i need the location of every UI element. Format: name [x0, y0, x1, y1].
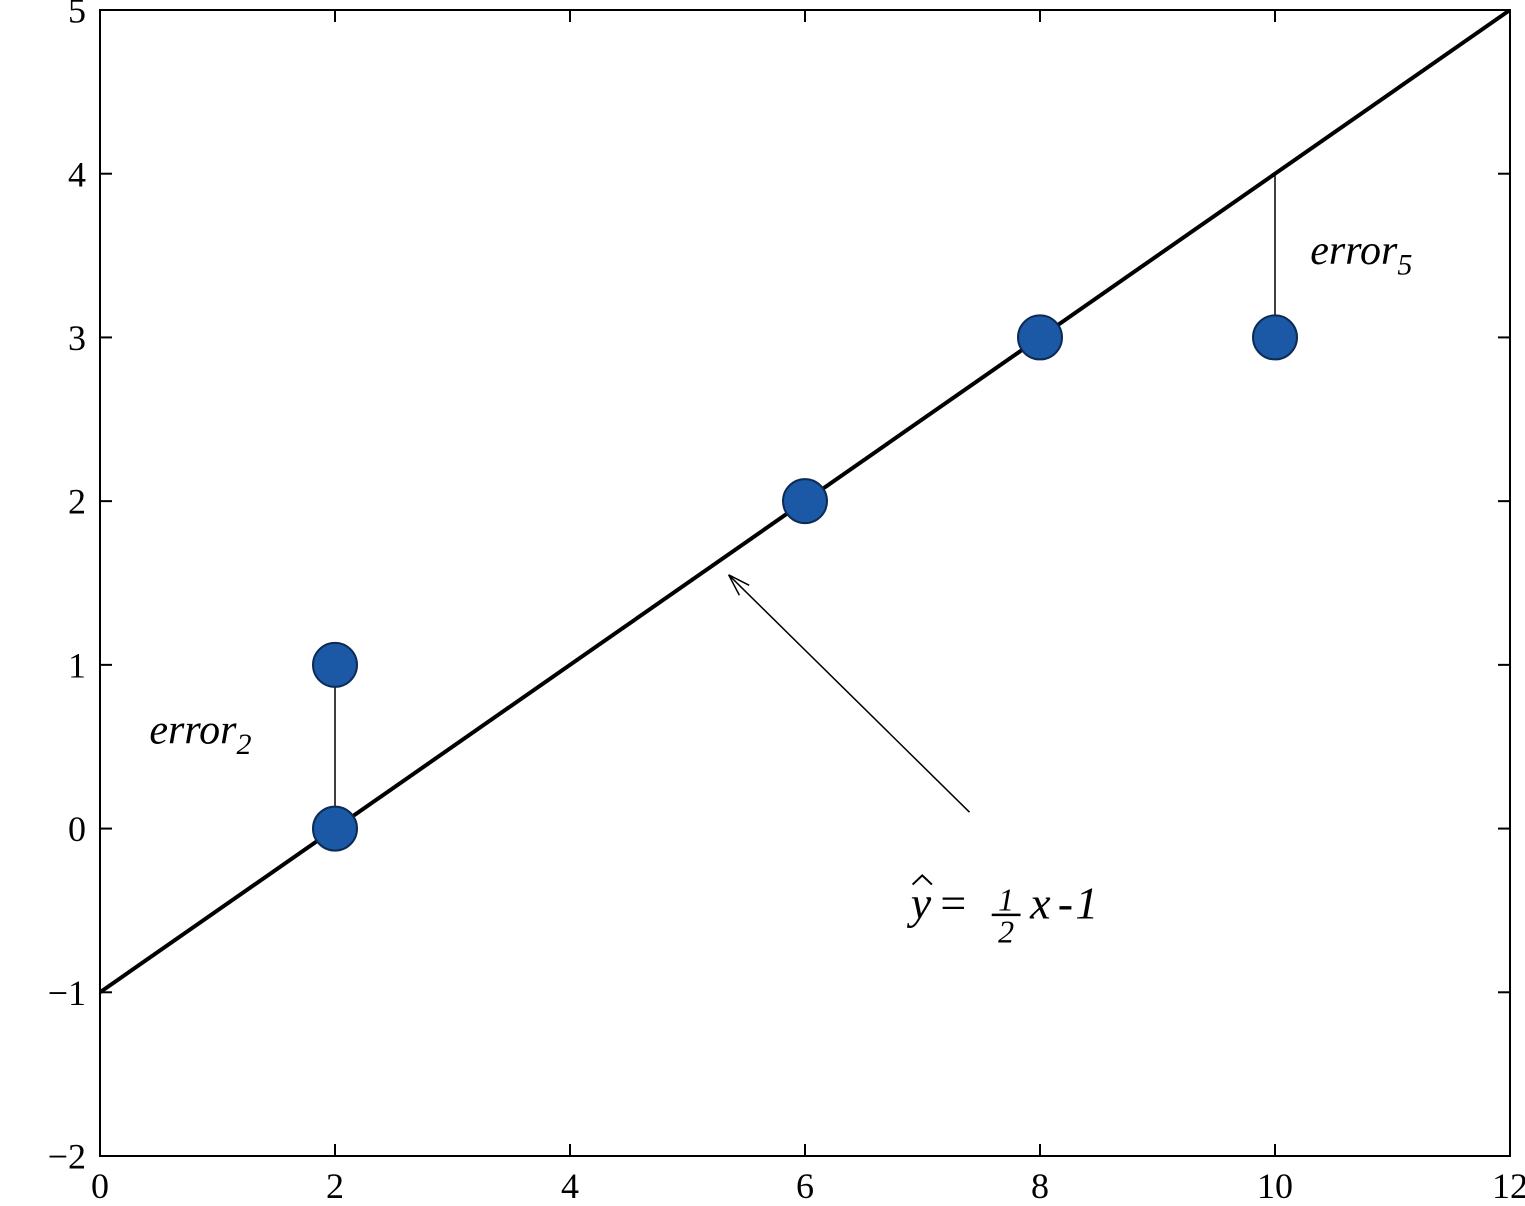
x-tick-label: 8	[1031, 1166, 1049, 1206]
svg-text:=: =	[937, 878, 968, 929]
equation-label: y = 12x-1	[907, 875, 1098, 949]
x-tick-label: 12	[1492, 1166, 1525, 1206]
x-tick-label: 6	[796, 1166, 814, 1206]
y-tick-label: 3	[68, 318, 86, 358]
y-tick-label: 1	[68, 645, 86, 685]
x-tick-label: 2	[326, 1166, 344, 1206]
y-tick-label: 2	[68, 482, 86, 522]
svg-text:x: x	[1029, 878, 1051, 929]
data-point	[783, 479, 827, 523]
y-tick-label: 5	[68, 0, 86, 31]
data-point	[313, 807, 357, 851]
x-tick-label: 10	[1257, 1166, 1293, 1206]
x-tick-label: 0	[91, 1166, 109, 1206]
svg-text:2: 2	[998, 914, 1014, 950]
chart-svg: 024681012−2−1012345error2error5y = 12x-1	[0, 0, 1525, 1206]
svg-text:1: 1	[998, 881, 1014, 917]
svg-text:-: -	[1058, 878, 1073, 929]
svg-text:y: y	[907, 878, 932, 929]
y-tick-label: −2	[48, 1137, 86, 1177]
regression-chart: 024681012−2−1012345error2error5y = 12x-1	[0, 0, 1525, 1206]
label-error-2: error2	[149, 707, 251, 761]
x-tick-label: 4	[561, 1166, 579, 1206]
y-tick-label: 0	[68, 809, 86, 849]
data-point	[313, 643, 357, 687]
y-tick-label: −1	[48, 973, 86, 1013]
plot-border	[100, 10, 1510, 1156]
equation-arrow	[729, 575, 970, 812]
plot-content	[100, 10, 1510, 992]
data-point	[1018, 315, 1062, 359]
label-error-5: error5	[1310, 228, 1412, 282]
svg-text:1: 1	[1075, 878, 1098, 929]
y-tick-label: 4	[68, 154, 86, 194]
data-point	[1253, 315, 1297, 359]
